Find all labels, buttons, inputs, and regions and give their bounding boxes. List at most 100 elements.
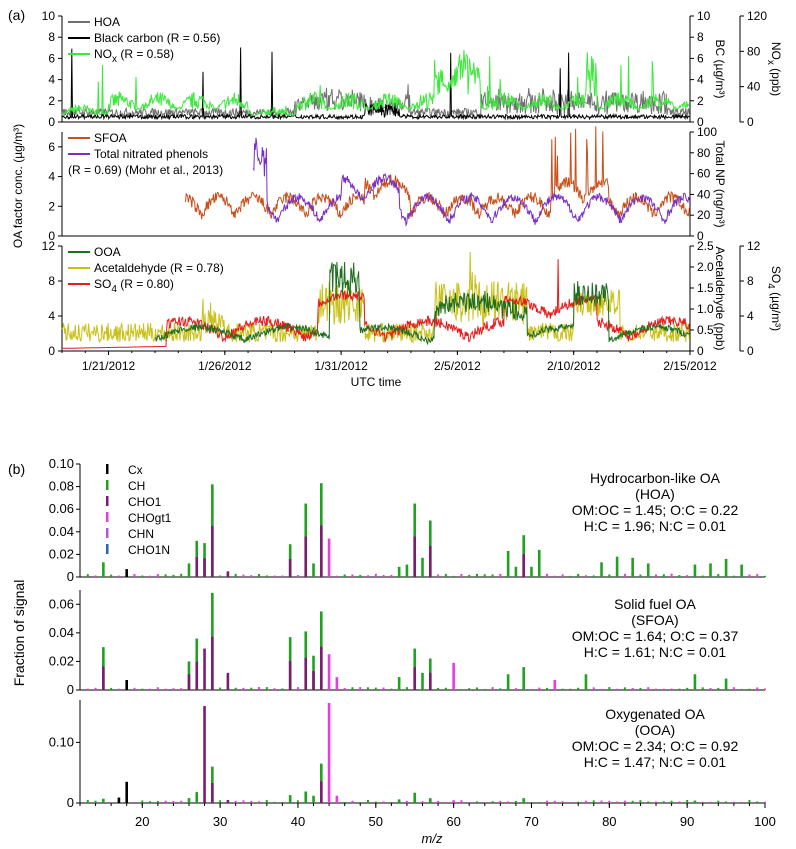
peak-mz-45 [335,795,339,803]
minor-peak [117,688,120,690]
minor-peak [717,800,720,803]
minor-peak [94,800,97,803]
minor-peak [538,687,541,690]
minor-peak [717,574,720,577]
right-tick-label: 40 [747,80,761,94]
minor-peak [553,575,556,577]
minor-peak [647,687,650,690]
peak-mz-15-oxy [102,666,105,690]
legend-label-NOx: NOx (R = 0.58) [94,47,174,65]
minor-peak [351,800,354,803]
peak-mz-71 [537,549,541,577]
minor-peak [382,687,385,690]
peak-mz-95 [724,678,728,690]
minor-peak [616,801,619,803]
minor-peak [351,574,354,577]
minor-peak [514,688,517,690]
legend-label-HOA: HOA [94,15,120,29]
minor-peak [600,800,603,803]
peak-mz-31 [226,571,230,577]
minor-peak [234,573,237,577]
time-panel-sfoa-panel: 0 2 4 6 SFOA Total nitrated phenols (R = 0.69)… [48,125,727,243]
peak-mz-31 [226,672,230,690]
peak-mz-67 [506,551,510,577]
peak-mz-41 [304,791,308,803]
right-tick-label: 8 [697,30,704,44]
minor-peak [172,688,175,690]
legend-label-OOA: OOA [94,245,121,259]
minor-peak [94,687,97,690]
legend-label-Acetaldehyde: Acetaldehyde (R = 0.78) [94,261,224,275]
minor-peak [538,802,541,803]
minor-peak [219,575,222,577]
peak-mz-27 [195,792,199,803]
minor-peak [296,687,299,690]
minor-peak [94,575,97,577]
right-tick-label: 4 [697,73,704,87]
peak-mz-44 [327,703,331,803]
peak-mz-17 [117,797,121,803]
right-tick-label: 120 [747,9,767,23]
minor-peak [491,687,494,690]
minor-peak [133,687,136,690]
minor-peak [359,687,362,690]
peak-mz-26 [187,798,191,803]
minor-peak [234,687,237,690]
peak-mz-41-oxy [304,536,308,577]
spectrum-legend-swatch-Cx [106,464,109,474]
spectrum-panel-spectrum-ooa: 0 0.10 Oxygenated OA(OOA)OM:OC = 2.34; O:C… [49,700,766,810]
minor-peak [561,574,564,577]
minor-peak [623,573,626,577]
minor-peak [662,688,665,690]
right-axis-label: SO4 (µg/m³) [765,266,783,331]
minor-peak [242,574,245,577]
minor-peak [367,687,370,690]
minor-peak [647,801,650,803]
spectrum-tick-label: 0.06 [49,596,74,611]
peak-mz-57 [428,798,432,803]
left-tick-label: 4 [48,170,55,184]
minor-peak [172,574,175,577]
peak-mz-39 [288,795,292,803]
spectrum-legend-label-CHO1: CHO1 [128,495,162,509]
spectrum-legend-label-CHOgt1: CHOgt1 [128,511,172,525]
minor-peak [141,575,144,577]
legend-label-none: (R = 0.69) (Mohr et al., 2013) [68,163,223,177]
panel-label-a: (a) [8,7,25,23]
minor-peak [639,800,642,803]
minor-peak [468,802,471,803]
left-tick-label: 2 [48,94,55,108]
minor-peak [740,801,743,803]
minor-peak [475,801,478,803]
minor-peak [592,687,595,690]
minor-peak [701,575,704,577]
minor-peak [444,573,447,577]
minor-peak [748,799,751,803]
left-tick-label: 6 [48,51,55,65]
spectrum-panel-spectrum-sfoa: 0 0.02 0.04 0.06 Solid fuel OA(SFOA)OM:OC = … [49,590,766,697]
minor-peak [296,800,299,803]
right-tick-label: 2.5 [697,239,714,253]
minor-peak [623,687,626,690]
spectrum-tick-label: 0.06 [49,501,74,516]
spectrum-legend-swatch-CHN [106,528,109,538]
minor-peak [514,801,517,803]
minor-peak [460,800,463,803]
peak-mz-43-oxy [320,781,323,803]
right-tick-label: 2.0 [697,260,714,274]
left-tick-label: 0 [48,229,55,243]
peak-mz-39-oxy [288,660,292,690]
minor-peak [631,800,634,803]
peak-mz-55-oxy [413,667,417,690]
minor-peak [273,688,276,690]
legend-label-NP: Total nitrated phenols [94,147,208,161]
mz-tick-label: 100 [754,814,776,829]
right-tick-label: 0 [697,229,704,243]
peak-mz-15 [102,562,105,577]
time-tick-label: 2/15/2012 [663,359,717,373]
minor-peak [475,573,478,577]
minor-peak [709,801,712,803]
peak-mz-54 [405,564,409,577]
minor-peak [764,575,766,577]
spectrum-tick-label: 0.08 [49,479,74,494]
